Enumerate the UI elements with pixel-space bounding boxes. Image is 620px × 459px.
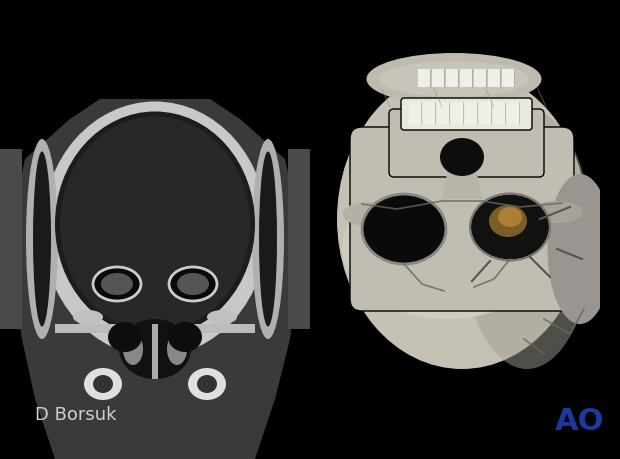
Ellipse shape xyxy=(93,375,113,393)
Ellipse shape xyxy=(252,140,284,339)
Ellipse shape xyxy=(188,368,226,400)
Text: AO: AO xyxy=(555,406,604,435)
Ellipse shape xyxy=(108,322,142,352)
Bar xyxy=(310,0,620,459)
Bar xyxy=(288,150,310,329)
Bar xyxy=(0,0,310,459)
Ellipse shape xyxy=(119,319,191,379)
Ellipse shape xyxy=(462,110,592,369)
Ellipse shape xyxy=(168,322,202,352)
Bar xyxy=(152,325,158,379)
Ellipse shape xyxy=(363,196,445,263)
Ellipse shape xyxy=(26,140,58,339)
Ellipse shape xyxy=(170,269,216,300)
Bar xyxy=(446,70,458,88)
Ellipse shape xyxy=(471,195,549,260)
Ellipse shape xyxy=(379,62,529,98)
Ellipse shape xyxy=(440,139,484,177)
Text: D Borsuk: D Borsuk xyxy=(35,405,117,423)
Ellipse shape xyxy=(531,202,583,224)
Bar xyxy=(507,103,519,125)
FancyBboxPatch shape xyxy=(401,99,532,131)
Ellipse shape xyxy=(547,174,613,325)
Ellipse shape xyxy=(94,269,140,300)
Bar xyxy=(423,103,435,125)
Bar xyxy=(600,0,620,459)
Ellipse shape xyxy=(101,274,133,295)
Ellipse shape xyxy=(33,152,51,327)
Ellipse shape xyxy=(43,102,267,357)
Ellipse shape xyxy=(197,375,217,393)
Bar xyxy=(474,70,486,88)
Ellipse shape xyxy=(343,202,391,226)
Bar xyxy=(0,150,22,329)
Ellipse shape xyxy=(207,310,237,325)
Bar xyxy=(418,70,430,88)
Ellipse shape xyxy=(177,274,209,295)
Ellipse shape xyxy=(337,70,587,369)
Bar xyxy=(409,103,421,125)
Ellipse shape xyxy=(84,368,122,400)
FancyBboxPatch shape xyxy=(389,110,544,178)
Ellipse shape xyxy=(73,310,103,325)
Bar xyxy=(493,103,505,125)
Bar xyxy=(460,70,472,88)
Ellipse shape xyxy=(259,152,277,327)
Ellipse shape xyxy=(55,112,255,337)
Bar xyxy=(451,103,463,125)
Polygon shape xyxy=(442,165,482,200)
Ellipse shape xyxy=(123,333,143,365)
Bar xyxy=(479,103,491,125)
Bar xyxy=(432,70,444,88)
Bar xyxy=(502,70,514,88)
Ellipse shape xyxy=(366,54,541,106)
Ellipse shape xyxy=(342,179,552,319)
Bar xyxy=(437,103,449,125)
Bar xyxy=(488,70,500,88)
Bar xyxy=(55,325,255,333)
Ellipse shape xyxy=(167,333,187,365)
Polygon shape xyxy=(12,100,298,459)
Ellipse shape xyxy=(60,117,250,332)
Ellipse shape xyxy=(498,207,522,228)
FancyBboxPatch shape xyxy=(350,128,574,311)
Ellipse shape xyxy=(489,206,527,237)
Bar xyxy=(465,103,477,125)
